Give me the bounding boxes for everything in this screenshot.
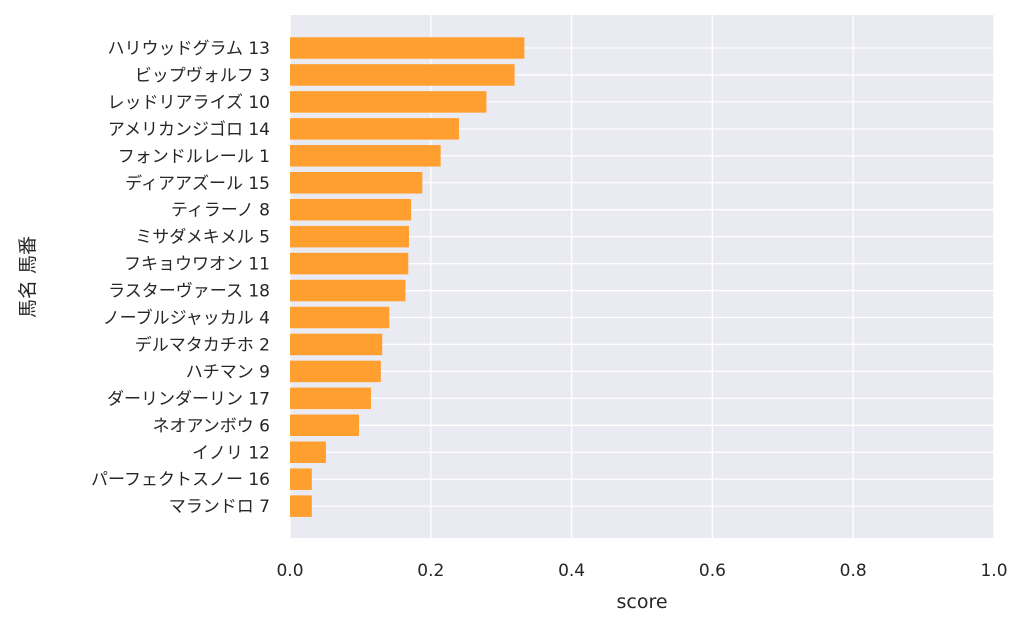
y-tick-label: ミサダメキメル 5 — [135, 228, 270, 248]
bar — [290, 279, 406, 302]
bar — [290, 91, 487, 113]
bars-group — [290, 37, 525, 517]
y-tick-label: ビップヴォルフ 3 — [135, 66, 270, 86]
x-tick-labels: 0.0 0.2 0.4 0.6 0.8 1.0 — [276, 561, 1007, 581]
bar — [290, 441, 326, 463]
x-tick-label: 0.4 — [558, 561, 585, 581]
bar — [290, 145, 441, 167]
bar — [290, 172, 423, 194]
x-tick-label: 0.6 — [699, 561, 726, 581]
y-tick-label: マランドロ 7 — [169, 497, 270, 517]
y-tick-label: ティラーノ 8 — [171, 201, 270, 221]
x-tick-label: 0.0 — [276, 561, 303, 581]
x-tick-label: 0.8 — [840, 561, 867, 581]
y-tick-label: フォンドルレール 1 — [118, 147, 270, 167]
y-tick-label: レッドリアライズ 10 — [107, 93, 270, 113]
bar — [290, 252, 409, 275]
x-tick-label: 0.2 — [417, 561, 444, 581]
bar — [290, 414, 359, 437]
bar — [290, 387, 371, 410]
y-tick-labels: ハリウッドグラム 13 ビップヴォルフ 3 レッドリアライズ 10 アメリカンジゴロ … — [91, 39, 270, 517]
bar — [290, 118, 459, 140]
y-tick-label: ラスターヴァース 18 — [108, 282, 270, 302]
bar — [290, 37, 525, 59]
y-tick-label: ネオアンボウ 6 — [152, 416, 270, 436]
y-tick-label: ハリウッドグラム 13 — [107, 39, 270, 59]
y-tick-label: ダーリンダーリン 17 — [107, 389, 270, 409]
y-tick-label: フキョウワオン 11 — [124, 255, 270, 275]
bar — [290, 198, 412, 221]
y-tick-label: アメリカンジゴロ 14 — [108, 119, 270, 140]
bar — [290, 495, 312, 517]
bar — [290, 64, 515, 86]
y-tick-label: パーフェクトスノー 16 — [91, 470, 270, 490]
x-tick-label: 1.0 — [980, 561, 1007, 581]
y-tick-label: デルマタカチホ 2 — [135, 334, 270, 355]
x-axis-label: score — [616, 591, 667, 613]
y-tick-label: ハチマン 9 — [186, 362, 270, 382]
y-tick-label: ディアアズール 15 — [125, 173, 270, 194]
y-axis-label: 馬名 馬番 — [17, 236, 39, 318]
y-tick-label: イノリ 12 — [192, 443, 270, 463]
bar — [290, 225, 409, 248]
y-tick-label: ノーブルジャッカル 4 — [103, 308, 270, 329]
bar — [290, 333, 383, 356]
bar — [290, 360, 381, 383]
bar — [290, 306, 390, 329]
bar — [290, 468, 312, 490]
